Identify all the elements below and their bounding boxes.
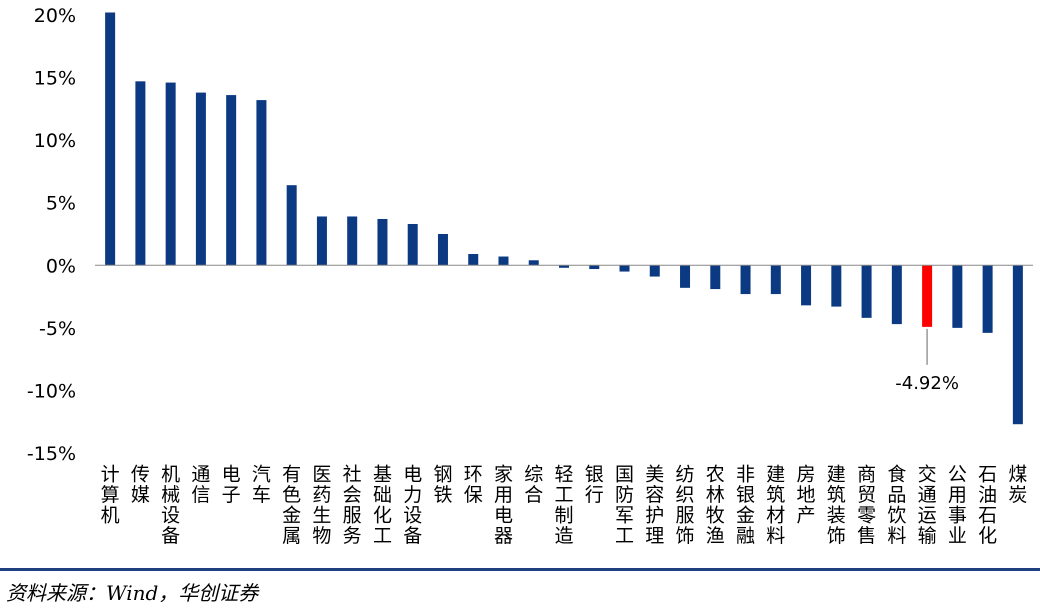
source-divider <box>0 568 1040 571</box>
bar-社会服务 <box>347 216 358 266</box>
x-tick-label: 电子 <box>222 464 241 507</box>
y-axis: 20% 15% 10% 5% 0% -5% -10% -15% <box>27 5 76 465</box>
x-tick-label: 美容护理 <box>645 464 664 548</box>
bar-银行 <box>589 265 600 270</box>
x-tick-label: 银行 <box>585 464 604 507</box>
x-tick-label: 公用事业 <box>948 464 967 548</box>
bar-国防军工 <box>619 265 630 272</box>
x-tick-label: 有色金属 <box>282 464 301 548</box>
x-tick-label: 社会服务 <box>343 464 362 548</box>
bar-计算机 <box>105 12 116 266</box>
bar-通信 <box>195 92 206 266</box>
bar-轻工制造 <box>559 265 569 268</box>
y-tick-label: -15% <box>27 443 76 465</box>
bar-基础化工 <box>377 218 388 266</box>
x-tick-label: 煤炭 <box>1008 464 1027 507</box>
bar-家用电器 <box>498 256 509 266</box>
x-tick-label: 房地产 <box>797 464 816 527</box>
bar-环保 <box>468 254 479 266</box>
x-tick-label: 电力设备 <box>403 464 422 548</box>
bar-公用事业 <box>952 265 963 328</box>
bar-食品饮料 <box>891 265 902 325</box>
x-tick-label: 基础化工 <box>373 464 392 548</box>
x-tick-label: 钢铁 <box>433 464 452 507</box>
x-tick-label: 农林牧渔 <box>706 464 725 548</box>
source-note: 资料来源：Wind，华创证券 <box>6 581 259 605</box>
annotations: -4.92% <box>895 328 959 394</box>
bar-煤炭 <box>1012 265 1023 425</box>
bar-传媒 <box>135 81 146 266</box>
x-tick-label: 传媒 <box>131 464 150 507</box>
bar-石油石化 <box>982 265 993 333</box>
bar-纺织服饰 <box>680 265 691 288</box>
x-tick-label: 建筑装饰 <box>827 464 846 548</box>
x-tick-label: 通信 <box>191 464 210 507</box>
x-tick-label: 国防军工 <box>615 464 634 548</box>
x-tick-label: 食品饮料 <box>887 464 906 548</box>
bar-钢铁 <box>437 234 448 266</box>
bars <box>105 12 1023 425</box>
x-tick-label: 交通运输 <box>918 464 937 548</box>
x-tick-label: 商贸零售 <box>857 464 876 548</box>
y-tick-label: 0% <box>46 255 76 277</box>
bar-建筑装饰 <box>831 265 842 307</box>
bar-美容护理 <box>649 265 660 277</box>
x-tick-label: 纺织服饰 <box>676 464 695 548</box>
bar-电子 <box>226 95 237 266</box>
x-axis-labels: 计算机传媒机械设备通信电子汽车有色金属医药生物社会服务基础化工电力设备钢铁环保家… <box>101 464 1028 548</box>
bar-房地产 <box>801 265 812 306</box>
bar-chart-svg: 20% 15% 10% 5% 0% -5% -10% -15% 计算机传媒机械设备通信电子汽车… <box>27 5 1033 548</box>
bar-农林牧渔 <box>710 265 721 290</box>
y-tick-label: 20% <box>34 5 76 27</box>
bar-综合 <box>528 260 539 266</box>
x-tick-label: 轻工制造 <box>554 464 573 548</box>
y-tick-label: -5% <box>39 318 76 340</box>
x-tick-label: 非银金融 <box>736 464 755 548</box>
x-tick-label: 综合 <box>524 464 543 507</box>
x-tick-label: 石油石化 <box>978 464 997 548</box>
y-tick-label: 15% <box>34 68 76 90</box>
x-tick-label: 医药生物 <box>312 464 331 548</box>
x-tick-label: 建筑材料 <box>766 464 785 548</box>
bar-建筑材料 <box>770 265 781 295</box>
bar-医药生物 <box>316 216 327 266</box>
annotation-label: -4.92% <box>895 373 959 394</box>
bar-汽车 <box>256 100 267 266</box>
bar-机械设备 <box>165 82 176 266</box>
x-tick-label: 机械设备 <box>161 464 180 548</box>
bar-交通运输 <box>922 265 933 327</box>
bar-有色金属 <box>286 185 297 266</box>
y-tick-label: 5% <box>46 193 76 215</box>
bar-商贸零售 <box>861 265 872 318</box>
y-tick-label: 10% <box>34 130 76 152</box>
x-tick-label: 计算机 <box>101 464 120 527</box>
x-tick-label: 环保 <box>464 464 483 507</box>
chart: 20% 15% 10% 5% 0% -5% -10% -15% 计算机 传媒 机械设备 通信 电子 汽车… <box>27 5 1033 548</box>
bar-非银金融 <box>740 265 751 295</box>
bar-电力设备 <box>407 223 418 266</box>
x-tick-label: 家用电器 <box>494 464 513 548</box>
x-tick-label: 汽车 <box>252 464 271 507</box>
y-tick-label: -10% <box>27 380 76 402</box>
